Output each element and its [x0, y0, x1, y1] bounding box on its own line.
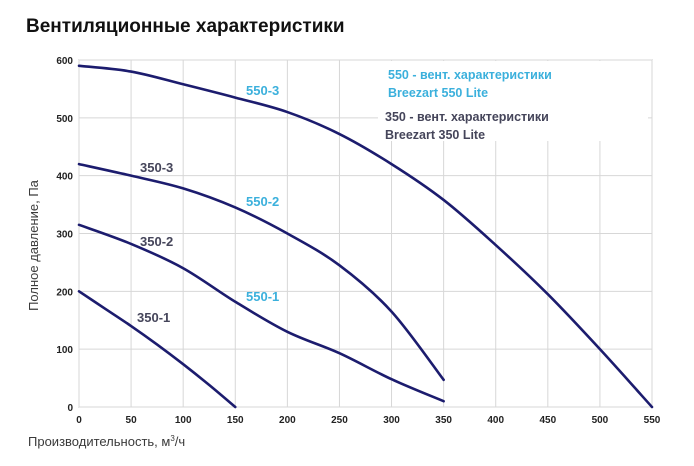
x-tick-label: 250 — [331, 415, 348, 426]
y-tick-label: 0 — [67, 403, 73, 414]
y-tick-label: 500 — [56, 114, 73, 125]
x-tick-label: 100 — [175, 415, 192, 426]
chart-title: Вентиляционные характеристики — [26, 16, 345, 37]
legend-entry-line1: 550 - вент. характеристики — [388, 68, 552, 82]
y-tick-label: 200 — [56, 287, 73, 298]
y-tick-label: 400 — [56, 172, 73, 183]
series-line-550-1 — [77, 223, 445, 403]
legend-entry-line2: Breezart 550 Lite — [388, 86, 488, 100]
legend-entry-line1: 350 - вент. характеристики — [385, 110, 549, 124]
legend-entry-line2: Breezart 350 Lite — [385, 128, 485, 142]
x-tick-label: 550 — [644, 415, 661, 426]
x-axis-label: Производительность, м3/ч — [28, 434, 185, 449]
x-tick-label: 50 — [126, 415, 138, 426]
series-label-550-2: 550-2 — [246, 194, 279, 209]
x-tick-label: 150 — [227, 415, 244, 426]
y-axis-label: Полное давление, Па — [26, 179, 41, 311]
x-tick-label: 300 — [383, 415, 400, 426]
series-line-350-1 — [77, 290, 237, 409]
x-tick-label: 0 — [76, 415, 82, 426]
series-label-350-2: 350-2 — [140, 234, 173, 249]
x-tick-label: 200 — [279, 415, 296, 426]
series-label-550-1: 550-1 — [246, 289, 279, 304]
x-tick-label: 350 — [435, 415, 452, 426]
legend-box — [378, 61, 648, 141]
series-label-350-1: 350-1 — [137, 310, 170, 325]
x-tick-label: 450 — [539, 415, 556, 426]
series-label-350-3: 350-3 — [140, 160, 173, 175]
series-label-550-3: 550-3 — [246, 83, 279, 98]
y-tick-label: 300 — [56, 230, 73, 241]
y-tick-label: 600 — [56, 56, 73, 67]
series-line-550-3 — [77, 64, 654, 409]
x-tick-label: 400 — [487, 415, 504, 426]
series-line-550-2 — [77, 162, 445, 382]
y-tick-label: 100 — [56, 345, 73, 356]
x-tick-label: 500 — [592, 415, 609, 426]
